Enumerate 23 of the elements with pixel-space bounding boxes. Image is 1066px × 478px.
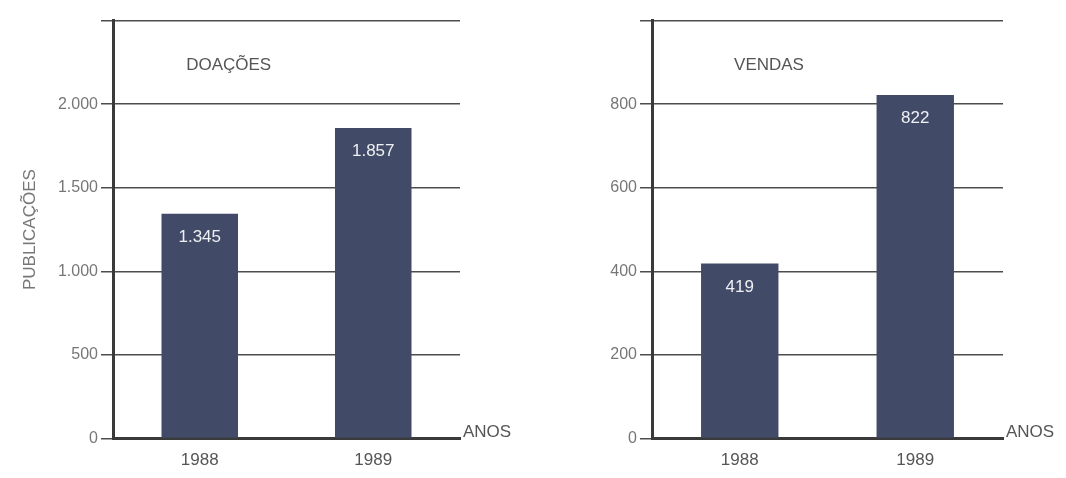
y-tick-label: 1.000 xyxy=(57,261,99,279)
y-tick-label: 500 xyxy=(71,345,99,363)
x-tick-label: 1988 xyxy=(720,450,759,470)
x-tick-label: 1989 xyxy=(354,450,393,470)
data-label: 1.857 xyxy=(351,141,395,161)
data-label: 822 xyxy=(901,108,930,128)
text: VENDAS xyxy=(734,55,804,75)
data-label: 1.345 xyxy=(178,226,222,246)
x-tick-label: 1989 xyxy=(896,450,935,470)
y-axis-title: PUBLICAÇÕES xyxy=(19,169,39,291)
data-label: 419 xyxy=(725,276,754,296)
y-tick-label: 0 xyxy=(89,429,99,447)
y-tick-label: 2.000 xyxy=(57,94,99,112)
x-axis-title: ANOS xyxy=(463,421,512,441)
x-axis-title: ANOS xyxy=(1006,421,1055,441)
y-tick-label: 400 xyxy=(610,261,638,279)
text: DOAÇÕES xyxy=(186,55,272,75)
x-tick-label: 1988 xyxy=(180,450,219,470)
y-tick-label: 600 xyxy=(610,178,638,196)
y-tick-label: 1.500 xyxy=(57,178,99,196)
y-tick-label: 200 xyxy=(610,345,638,363)
y-tick-label: 800 xyxy=(610,94,638,112)
y-tick-label: 0 xyxy=(628,429,638,447)
